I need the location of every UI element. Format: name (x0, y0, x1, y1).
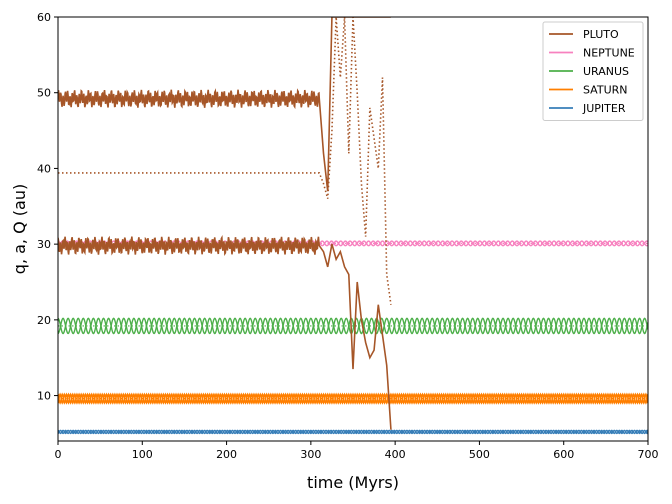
y-tick-label: 20 (37, 314, 51, 327)
series-uranus (58, 317, 648, 335)
legend-entry: SATURN (583, 84, 628, 97)
legend-entry: URANUS (583, 65, 629, 78)
x-axis: 0 100 200 300 400 500 600 700 (55, 441, 659, 461)
x-tick-label: 400 (385, 448, 406, 461)
x-tick-label: 0 (55, 448, 62, 461)
y-tick-label: 40 (37, 162, 51, 175)
pluto-perihelion-line (58, 235, 392, 430)
series-jupiter (58, 429, 648, 435)
legend-entry: JUPITER (582, 102, 626, 115)
jupiter-aphelion-line (58, 429, 648, 435)
y-axis: 10 20 30 40 50 60 (37, 11, 58, 403)
x-tick-label: 600 (553, 448, 574, 461)
y-tick-label: 60 (37, 11, 51, 24)
series-layer (58, 17, 648, 435)
pluto-semimajor-line (58, 17, 392, 305)
series-saturn (58, 392, 648, 405)
legend-entry: NEPTUNE (583, 47, 635, 60)
x-tick-label: 300 (300, 448, 321, 461)
pluto-aphelion-line (58, 17, 391, 192)
series-pluto (58, 17, 392, 430)
y-tick-label: 30 (37, 238, 51, 251)
saturn-aphelion-line (58, 392, 648, 405)
x-tick-label: 700 (638, 448, 659, 461)
legend-entry: PLUTO (583, 28, 619, 41)
x-tick-label: 200 (216, 448, 237, 461)
y-tick-label: 10 (37, 390, 51, 403)
neptune-perihelion-line (58, 240, 648, 247)
legend: PLUTO NEPTUNE URANUS SATURN JUPITER (542, 21, 644, 121)
uranus-aphelion-line (58, 317, 648, 335)
plot-frame (57, 16, 649, 442)
x-tick-label: 100 (132, 448, 153, 461)
x-axis-title: time (Myrs) (307, 473, 399, 492)
x-tick-label: 500 (469, 448, 490, 461)
legend-box (542, 21, 644, 121)
y-axis-title: q, a, Q (au) (10, 184, 29, 274)
y-tick-label: 50 (37, 87, 51, 100)
